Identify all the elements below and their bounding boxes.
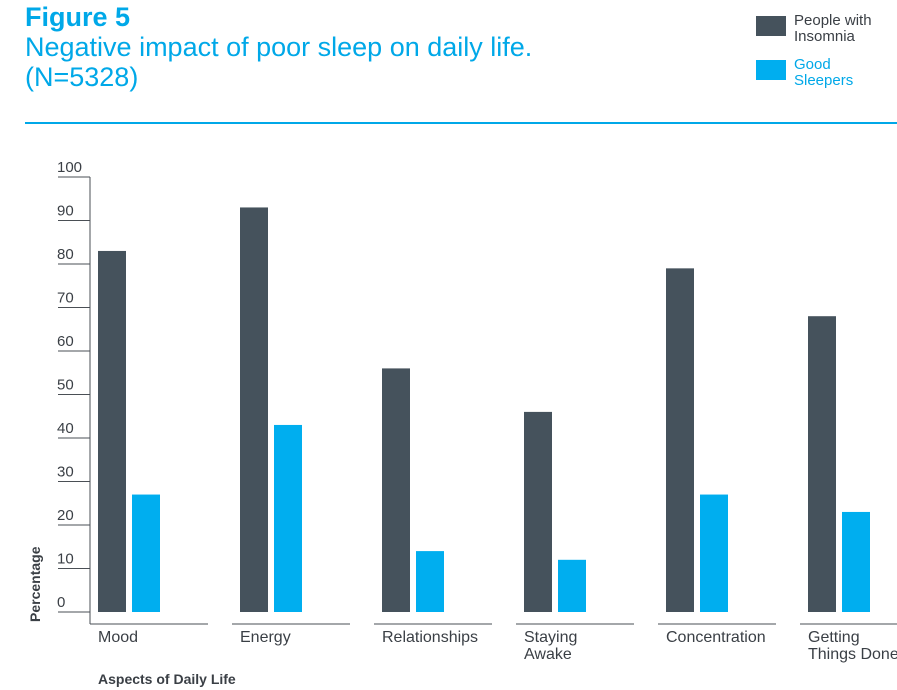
x-tick-label-5-line-0: Getting <box>808 629 860 646</box>
bar-insomnia-3 <box>524 411 552 612</box>
legend-label-insomnia: People with Insomnia <box>794 12 872 45</box>
x-tick-label-3-line-0: Staying <box>524 629 577 646</box>
header-divider <box>25 122 897 124</box>
bar-good-sleepers-5 <box>842 511 870 612</box>
bar-insomnia-4 <box>666 268 694 612</box>
x-tick-label-4: Concentration <box>666 629 766 646</box>
chart-title: Negative impact of poor sleep on daily l… <box>25 32 533 92</box>
y-tick-label-100: 100 <box>57 159 82 176</box>
bar-good-sleepers-2 <box>416 551 444 612</box>
legend-swatch-insomnia <box>756 16 786 36</box>
x-tick-label-0: Mood <box>98 629 138 646</box>
x-tick-label-5-line-1: Things Done <box>808 646 897 663</box>
bar-insomnia-2 <box>382 368 410 612</box>
y-tick-label-20: 20 <box>57 507 74 524</box>
legend-label-good-sleepers: Good Sleepers <box>794 56 854 89</box>
y-tick-label-30: 30 <box>57 464 74 481</box>
bar-good-sleepers-4 <box>700 494 728 612</box>
bar-insomnia-1 <box>240 207 268 612</box>
x-tick-label-1: Energy <box>240 629 291 646</box>
y-tick-label-40: 40 <box>57 420 74 437</box>
bar-insomnia-0 <box>98 250 126 612</box>
y-tick-label-80: 80 <box>57 246 74 263</box>
y-tick-label-10: 10 <box>57 551 74 568</box>
bar-good-sleepers-1 <box>274 424 302 612</box>
bar-good-sleepers-0 <box>132 494 160 612</box>
y-tick-label-70: 70 <box>57 290 74 307</box>
figure-label: Figure 5 <box>25 2 131 32</box>
x-tick-label-3-line-1: Awake <box>524 646 572 663</box>
bar-insomnia-5 <box>808 316 836 612</box>
y-tick-label-90: 90 <box>57 203 74 220</box>
y-tick-label-60: 60 <box>57 333 74 350</box>
y-tick-label-0: 0 <box>57 594 65 611</box>
y-axis-title: Percentage <box>27 546 43 622</box>
x-tick-label-2: Relationships <box>382 629 478 646</box>
legend-swatch-good-sleepers <box>756 60 786 80</box>
x-axis-title: Aspects of Daily Life <box>98 671 236 687</box>
bar-good-sleepers-3 <box>558 559 586 612</box>
y-tick-label-50: 50 <box>57 377 74 394</box>
